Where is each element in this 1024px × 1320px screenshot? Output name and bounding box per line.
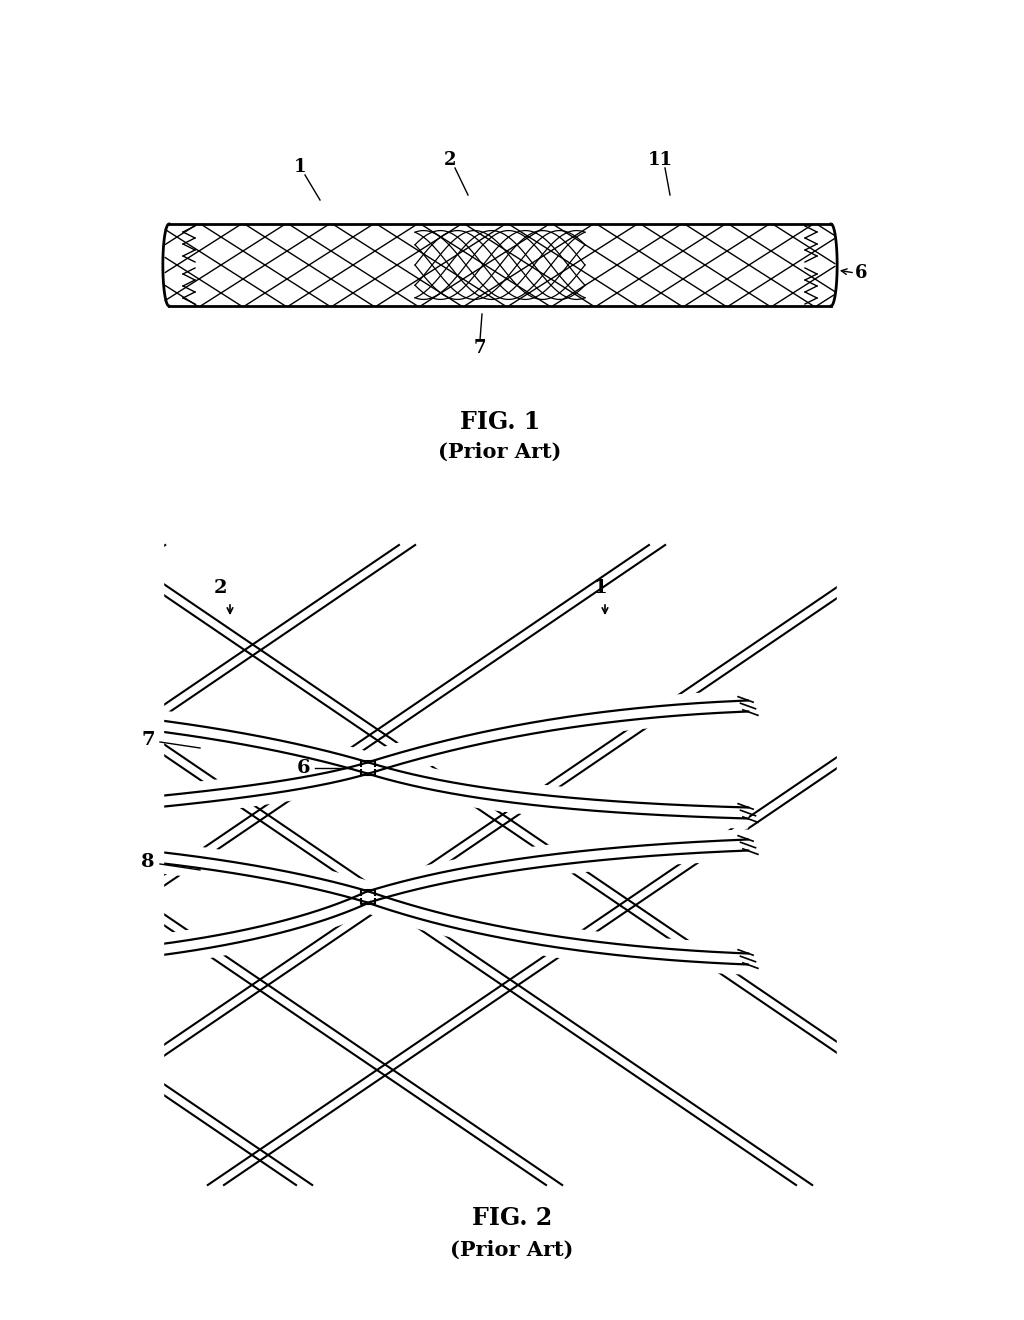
Text: (Prior Art): (Prior Art): [438, 442, 562, 462]
Polygon shape: [67, 883, 375, 974]
Polygon shape: [67, 834, 373, 911]
Text: (Prior Art): (Prior Art): [451, 1239, 573, 1261]
Text: FIG. 1: FIG. 1: [460, 411, 540, 434]
Text: 8: 8: [141, 853, 155, 871]
Text: 7: 7: [474, 339, 486, 356]
Text: 1: 1: [294, 158, 306, 176]
Text: 1: 1: [593, 579, 607, 597]
Text: US 2010/0274346 A1: US 2010/0274346 A1: [822, 62, 978, 74]
Text: 6: 6: [296, 759, 310, 777]
Polygon shape: [364, 830, 749, 911]
Polygon shape: [364, 754, 749, 828]
Polygon shape: [364, 690, 749, 783]
Text: Oct. 28, 2010  Sheet 1 of 9: Oct. 28, 2010 Sheet 1 of 9: [332, 62, 528, 74]
Text: 11: 11: [647, 150, 673, 169]
Text: 7: 7: [141, 731, 155, 748]
Text: 2: 2: [443, 150, 457, 169]
Polygon shape: [67, 701, 373, 783]
Polygon shape: [67, 754, 373, 825]
Text: 6: 6: [855, 264, 867, 282]
Polygon shape: [364, 883, 749, 974]
Text: 2: 2: [213, 579, 226, 597]
Text: FIG. 2: FIG. 2: [472, 1206, 552, 1230]
Text: Patent Application Publication: Patent Application Publication: [85, 62, 311, 74]
